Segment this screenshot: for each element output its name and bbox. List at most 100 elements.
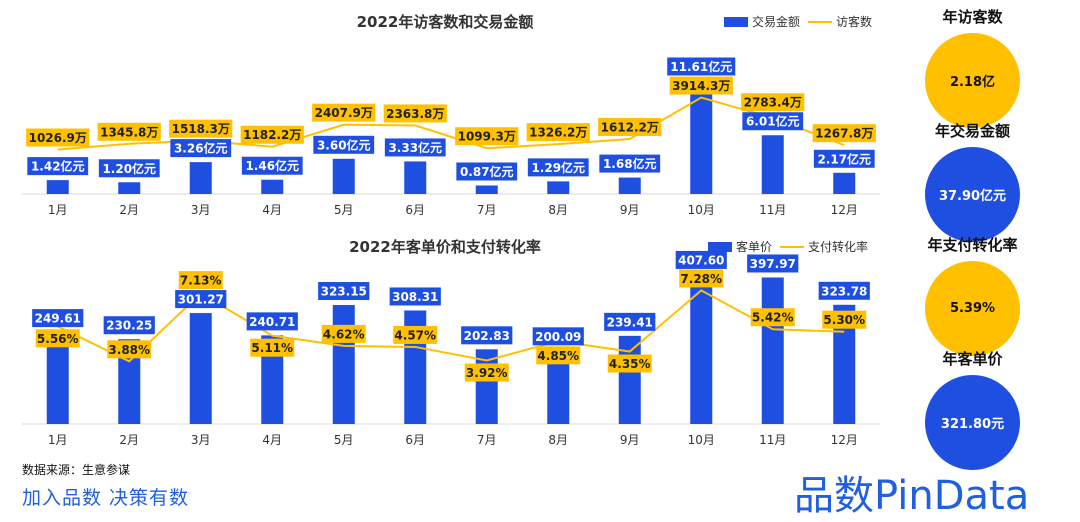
bar-data-label: 2.17亿元 [813, 149, 875, 168]
line-data-label-bg [97, 122, 161, 141]
bar-data-label: 323.78 [818, 281, 870, 300]
bar-data-label: 301.27 [175, 290, 227, 309]
visitors-revenue-chart: 2022年访客数和交易金额 交易金额 访客数 1月 2月 3月 4月 5月 6月 7月 8月 9月 10… [0, 0, 890, 230]
line-data-label-text: 4.57% [394, 328, 436, 342]
line-data-label: 3.92% [464, 363, 509, 382]
line-data-label-text: 1267.8万 [815, 127, 873, 141]
line-data-label-bg [107, 340, 152, 359]
bar [618, 335, 641, 424]
stat-annual-visitors: 年访客数 2.18亿 [925, 6, 1020, 128]
line-data-label-text: 1182.2万 [243, 128, 301, 142]
bar-data-label-bg [103, 316, 155, 335]
chart-svg: 2022年访客数和交易金额 交易金额 访客数 1月 2月 3月 4月 5月 6月 7月 8月 9月 10… [22, 13, 880, 217]
x-tick-label: 4月 [262, 203, 282, 217]
line-data-label-text: 1518.3万 [172, 122, 230, 136]
line-data-label: 4.35% [607, 354, 652, 373]
bar-data-label-bg [742, 112, 804, 131]
bar [690, 273, 713, 424]
bar-data-label: 1.68亿元 [599, 154, 661, 173]
bar [547, 181, 570, 194]
bar-data-label-text: 1.46亿元 [245, 158, 299, 173]
line-data-label: 1345.8万 [97, 122, 161, 141]
stat-circle: 321.80元 [925, 375, 1020, 470]
bar [690, 80, 713, 194]
line-data-label-bg [741, 93, 805, 112]
line-data-label-text: 3.88% [108, 343, 150, 357]
bar [332, 305, 355, 424]
line-data-label-bg [679, 269, 724, 288]
line-data-label-bg [464, 363, 509, 382]
x-tick-label: 5月 [334, 433, 354, 447]
bar-data-label-bg [813, 149, 875, 168]
line-data-label-text: 1612.2万 [601, 120, 659, 134]
bar-data-label-bg [667, 57, 736, 76]
x-tick-label: 2月 [119, 203, 139, 217]
stat-value: 5.39% [949, 301, 996, 316]
line-data-label: 1326.2万 [526, 123, 590, 142]
bar-data-label: 3.33亿元 [384, 138, 446, 157]
bar [189, 162, 212, 194]
line-data-label-text: 4.62% [323, 327, 365, 341]
chart-svg: 2022年客单价和支付转化率 客单价 支付转化率 1月 2月 3月 4月 5月 6月 7月 8月 9月… [22, 238, 880, 447]
line-data-label-bg [178, 271, 223, 290]
bar-data-label-bg [461, 326, 513, 345]
x-tick-label: 6月 [405, 433, 425, 447]
bar-data-label: 0.87亿元 [456, 162, 518, 181]
stat-label: 年客单价 [942, 350, 1003, 368]
x-tick-label: 11月 [759, 203, 786, 217]
bar [547, 350, 570, 424]
legend-line-label: 访客数 [836, 14, 872, 29]
line-data-label: 4.85% [536, 346, 581, 365]
bar-data-label-text: 11.61亿元 [670, 59, 732, 74]
x-tick-label: 3月 [191, 203, 211, 217]
line-data-label: 4.62% [321, 324, 366, 343]
stat-label: 年访客数 [942, 8, 1003, 26]
line-data-label: 2363.8万 [383, 104, 447, 123]
legend-bar-swatch [724, 17, 748, 27]
bar-data-label-bg [384, 138, 446, 157]
x-tick-label: 3月 [191, 433, 211, 447]
bar-data-label: 249.61 [32, 309, 84, 328]
line-data-label-bg [169, 119, 233, 138]
line-data-label-bg [812, 124, 876, 143]
line-data-label: 2407.9万 [312, 103, 376, 122]
line-data-label: 7.13% [178, 271, 223, 290]
stat-circle: 5.39% [925, 261, 1020, 356]
line-data-label-text: 1099.3万 [458, 130, 516, 144]
line-data-label-bg [607, 354, 652, 373]
bar-data-label-text: 407.60 [678, 253, 724, 267]
stat-value: 321.80元 [940, 417, 1005, 432]
x-tick-label: 9月 [620, 203, 640, 217]
line-data-label-bg [669, 76, 733, 95]
x-tick-label: 12月 [831, 433, 858, 447]
bar-data-label: 1.20亿元 [98, 159, 160, 178]
bar-data-label: 200.09 [532, 327, 584, 346]
line-data-label-text: 5.42% [752, 311, 794, 325]
bar-data-label: 3.60亿元 [313, 135, 375, 154]
bar-data-label: 308.31 [389, 287, 441, 306]
bar-data-label-bg [456, 162, 518, 181]
bar-data-label-text: 3.33亿元 [388, 140, 442, 155]
line-data-label-text: 4.35% [609, 357, 651, 371]
bar-data-label: 240.71 [246, 312, 298, 331]
line-data-label: 3.88% [107, 340, 152, 359]
line-data-label: 1267.8万 [812, 124, 876, 143]
bar-data-label: 3.26亿元 [170, 139, 232, 158]
line-data-label-bg [250, 338, 295, 357]
bar [761, 135, 784, 194]
x-tick-label: 7月 [477, 433, 497, 447]
line-data-label: 5.11% [250, 338, 295, 357]
line-data-label-text: 1326.2万 [529, 126, 587, 140]
line-data-label-text: 2783.4万 [744, 96, 802, 110]
stat-annual-revenue: 年交易金额 37.90亿元 [925, 120, 1020, 242]
bar [261, 179, 284, 194]
line-data-label-bg [321, 324, 366, 343]
bar-data-label: 11.61亿元 [667, 57, 736, 76]
line-data-label: 1182.2万 [240, 125, 304, 144]
line-data-label-bg [35, 329, 80, 348]
line-data-label-bg [383, 104, 447, 123]
line-data-label-bg [312, 103, 376, 122]
bar-data-label: 397.97 [747, 254, 799, 273]
line-data-label-text: 4.85% [537, 349, 579, 363]
bar-data-label-bg [32, 309, 84, 328]
